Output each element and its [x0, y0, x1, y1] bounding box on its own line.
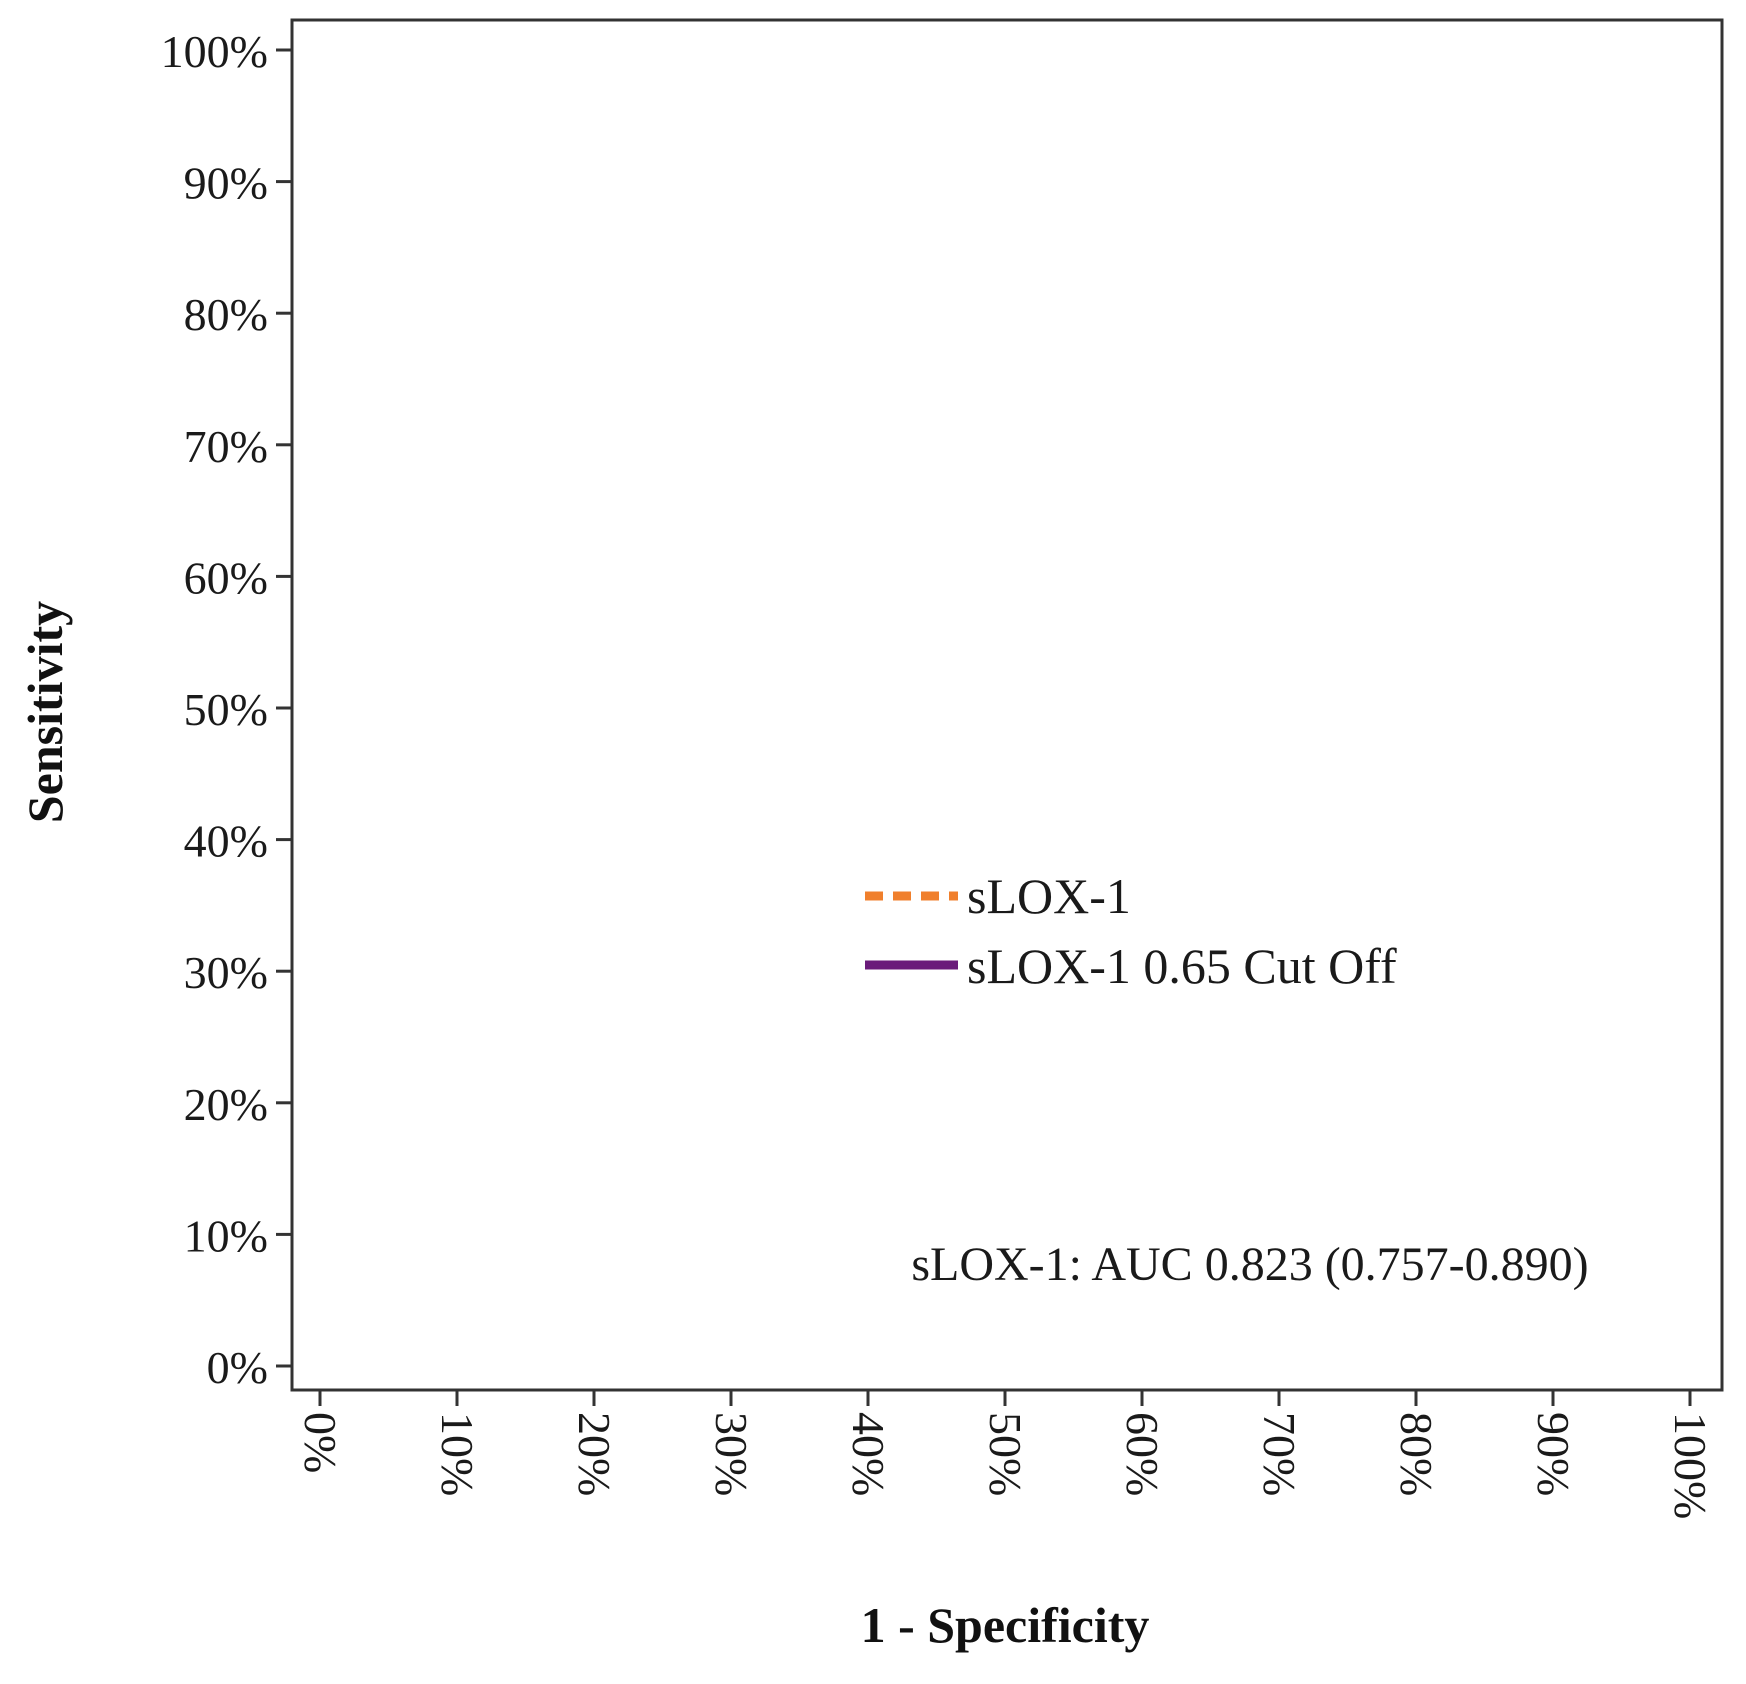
- x-tick-label: 80%: [1391, 1412, 1442, 1496]
- x-tick-label: 60%: [1117, 1412, 1168, 1496]
- y-tick-label: 90%: [184, 158, 268, 209]
- y-tick-label: 50%: [184, 684, 268, 735]
- x-axis-title: 1 - Specificity: [861, 1597, 1150, 1653]
- x-tick-label: 20%: [569, 1412, 620, 1496]
- axis-layer: [276, 18, 1724, 1406]
- legend-label-slox1: sLOX-1: [967, 868, 1131, 924]
- x-tick-label: 50%: [980, 1412, 1031, 1496]
- auc-annotation: sLOX-1: AUC 0.823 (0.757-0.890): [911, 1238, 1588, 1291]
- y-tick-label: 100%: [161, 26, 268, 77]
- y-tick-label: 10%: [184, 1210, 268, 1261]
- x-tick-label: 90%: [1528, 1412, 1579, 1496]
- x-tick-label: 100%: [1665, 1412, 1716, 1519]
- y-tick-label: 0%: [207, 1342, 268, 1393]
- y-tick-label: 60%: [184, 552, 268, 603]
- y-tick-label: 40%: [184, 816, 268, 867]
- y-axis-title: Sensitivity: [17, 601, 73, 823]
- y-tick-label: 80%: [184, 289, 268, 340]
- y-tick-label: 20%: [184, 1079, 268, 1130]
- y-tick-label: 30%: [184, 947, 268, 998]
- legend-label-cutoff: sLOX-1 0.65 Cut Off: [967, 938, 1397, 994]
- legend: sLOX-1 sLOX-1 0.65 Cut Off: [865, 868, 1397, 994]
- x-tick-label: 10%: [432, 1412, 483, 1496]
- x-tick-label: 70%: [1254, 1412, 1305, 1496]
- x-tick-label: 40%: [843, 1412, 894, 1496]
- x-tick-label: 0%: [295, 1412, 346, 1473]
- x-tick-label: 30%: [706, 1412, 757, 1496]
- plot-frame: [290, 18, 1724, 1392]
- label-layer: 0% 10% 20% 30% 40% 50% 60% 70% 80% 90% 100% 0% 10% 20…: [161, 26, 1716, 1519]
- y-tick-label: 70%: [184, 421, 268, 472]
